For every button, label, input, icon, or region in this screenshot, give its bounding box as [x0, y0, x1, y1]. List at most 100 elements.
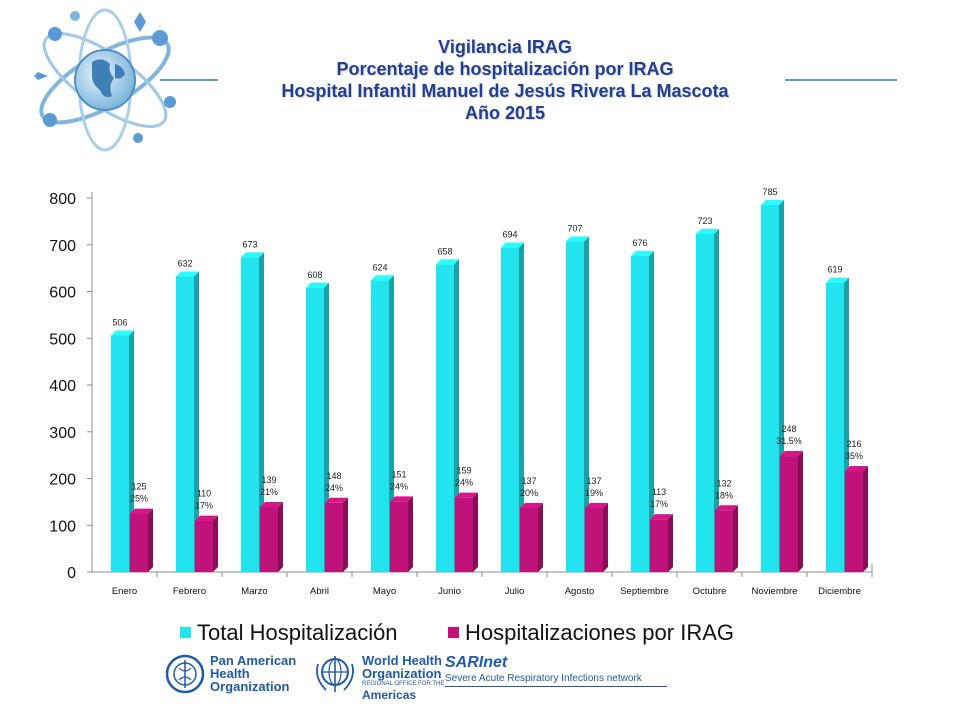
bar-irag-top [260, 502, 283, 508]
paho-line-3: Organization [210, 679, 290, 694]
bar-irag-front [390, 501, 408, 572]
bar-irag [130, 508, 153, 572]
sarinet-logo: SARInet Severe Acute Respiratory Infecti… [445, 654, 642, 685]
bar-irag-side [603, 502, 608, 572]
y-tick-label: 600 [49, 285, 76, 302]
chart-bars [111, 200, 868, 573]
bar-total-top [436, 259, 459, 265]
bar-total [631, 250, 654, 572]
bar-total-side [324, 282, 329, 572]
irag-value-label: 110 [197, 489, 211, 499]
slide-title: Vigilancia IRAG Porcentaje de hospitaliz… [160, 36, 850, 124]
bar-total [696, 228, 719, 572]
bar-total [566, 236, 589, 573]
irag-percent-label: 24% [455, 478, 473, 488]
legend-item-irag: Hospitalizaciones por IRAG [448, 620, 734, 646]
bar-total-side [259, 252, 264, 572]
paho-line-1: Pan American [210, 653, 297, 668]
irag-percent-label: 35% [845, 451, 863, 461]
bar-total-top [761, 200, 784, 206]
total-value-label: 608 [307, 270, 322, 280]
footer-logos: Pan American Health Organization World H… [0, 648, 960, 708]
bar-irag-side [408, 496, 413, 572]
x-tick-label: Febrero [173, 586, 206, 597]
bar-irag-side [538, 502, 543, 572]
bar-total-front [111, 335, 129, 572]
y-tick-label: 800 [49, 191, 76, 208]
total-value-label: 624 [372, 262, 387, 272]
y-tick-label: 700 [49, 238, 76, 255]
bar-total [306, 282, 329, 572]
y-tick-label: 200 [49, 472, 76, 489]
x-tick-label: Julio [505, 586, 525, 597]
irag-value-label: 137 [521, 476, 536, 486]
bar-total-front [761, 205, 779, 572]
bar-irag-front [520, 507, 538, 572]
bar-irag-front [455, 497, 473, 572]
irag-value-label: 139 [261, 475, 276, 485]
irag-value-label: 125 [131, 482, 146, 492]
bar-total-top [566, 236, 589, 242]
bar-irag-side [668, 514, 673, 572]
legend-swatch-irag [448, 626, 459, 638]
total-value-label: 694 [502, 230, 517, 240]
who-emblem-icon [316, 656, 354, 692]
y-tick-label: 500 [49, 331, 76, 348]
x-tick-label: Agosto [565, 586, 595, 597]
bar-total-front [176, 276, 194, 572]
irag-percent-label: 20% [520, 488, 538, 498]
irag-percent-label: 24% [325, 483, 343, 493]
bar-total-top [371, 275, 394, 281]
irag-percent-label: 31.5% [776, 436, 802, 446]
bar-total-side [194, 271, 199, 572]
bar-irag-top [845, 466, 868, 472]
bar-total-side [454, 259, 459, 572]
bar-total-top [696, 228, 719, 234]
bar-irag-top [195, 515, 218, 521]
bar-total-top [826, 277, 849, 283]
total-value-label: 723 [697, 216, 712, 226]
chart-axes [91, 192, 873, 573]
x-tick-label: Septiembre [620, 586, 669, 597]
bar-irag-side [278, 502, 283, 572]
bar-total-top [501, 242, 524, 248]
bar-irag-front [195, 520, 213, 572]
who-line-2: Organization [362, 666, 442, 681]
bar-total [501, 242, 524, 572]
total-value-label: 676 [632, 238, 647, 248]
total-value-label: 619 [827, 265, 842, 275]
bar-total [241, 252, 264, 572]
irag-value-label: 216 [846, 439, 861, 449]
bar-irag-side [473, 492, 478, 572]
x-tick-label: Noviembre [752, 586, 798, 597]
bar-irag [845, 466, 868, 572]
bar-irag [325, 497, 348, 572]
bar-total-front [371, 280, 389, 572]
bar-irag-front [325, 502, 343, 572]
bar-irag-front [780, 456, 798, 572]
who-region: REGIONAL OFFICE FOR THE [362, 681, 445, 687]
bar-total [176, 271, 199, 572]
total-value-label: 658 [437, 246, 452, 256]
paho-line-2: Health [210, 666, 250, 681]
bar-total-top [111, 330, 134, 336]
bar-irag-front [260, 507, 278, 572]
bar-irag-top [130, 508, 153, 514]
bar-irag [455, 492, 478, 572]
sarinet-name: SARInet [445, 654, 508, 671]
irag-value-label: 137 [586, 476, 601, 486]
irag-percent-label: 25% [130, 494, 148, 504]
who-line-1: World Health [362, 653, 442, 668]
irag-value-label: 159 [456, 466, 471, 476]
chart-data-labels: 506 125 25% 632 110 17% 673 139 21% 608 148 24% 624 1… [112, 187, 863, 511]
bar-irag [650, 514, 673, 572]
bar-total-front [566, 241, 584, 573]
bar-total-side [519, 242, 524, 572]
who-americas: Americas [362, 688, 417, 702]
bar-total-side [714, 228, 719, 572]
irag-value-label: 113 [652, 487, 666, 497]
y-tick-label: 100 [49, 518, 76, 535]
legend-label-total: Total Hospitalización [197, 620, 398, 645]
y-tick-label: 0 [67, 565, 76, 582]
bar-irag-side [213, 515, 218, 572]
